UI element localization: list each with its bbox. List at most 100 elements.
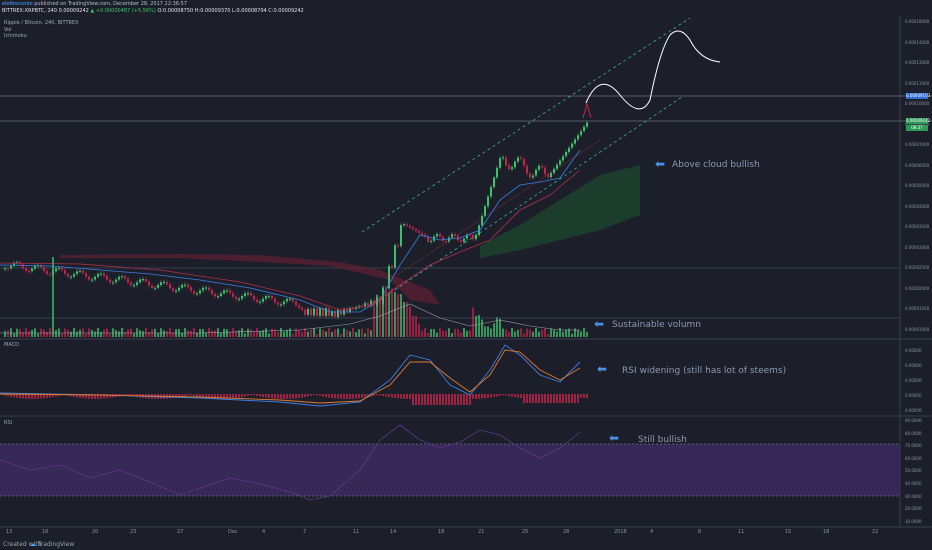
- candle-body: [172, 288, 174, 291]
- macd-bar: [349, 394, 351, 399]
- volume-bar: [505, 329, 507, 337]
- volume-bar: [481, 319, 483, 337]
- vol-legend[interactable]: Vol: [4, 27, 12, 33]
- volume-bar: [541, 329, 543, 337]
- volume-bar: [250, 329, 252, 337]
- volume-bar: [373, 301, 375, 337]
- macd-bar: [565, 394, 567, 403]
- volume-bar: [253, 332, 255, 337]
- candle-body: [268, 295, 270, 298]
- macd-bar: [97, 394, 99, 399]
- volume-bar: [382, 291, 384, 337]
- volume-bar: [193, 328, 195, 337]
- macd-bar: [496, 394, 498, 397]
- candle-body: [571, 143, 573, 148]
- candle-body: [49, 273, 51, 276]
- volume-bar: [241, 328, 243, 337]
- macd-bar: [82, 394, 84, 399]
- volume-bar: [334, 329, 336, 337]
- volume-bar: [85, 333, 87, 337]
- author-link[interactable]: elefeocondo: [2, 1, 33, 7]
- annotation-volume: Sustainable volumn: [612, 320, 701, 330]
- volume-bar: [25, 328, 27, 337]
- candle-body: [454, 234, 456, 236]
- macd-bar: [325, 394, 327, 398]
- volume-bar: [358, 329, 360, 337]
- rsi-legend[interactable]: RSI: [4, 420, 13, 426]
- macd-bar: [469, 394, 471, 405]
- macd-bar: [334, 394, 336, 399]
- macd-bar: [91, 394, 93, 399]
- volume-bar: [304, 328, 306, 337]
- volume-bar: [292, 333, 294, 337]
- candle-body: [535, 169, 537, 176]
- macd-bar: [181, 394, 183, 397]
- macd-bar: [109, 394, 111, 398]
- volume-bar: [532, 331, 534, 337]
- conversion-line: [0, 149, 581, 313]
- tradingview-link[interactable]: TradingView: [38, 541, 75, 548]
- candle-body: [46, 271, 48, 274]
- macd-bar: [34, 394, 36, 399]
- candle-body: [211, 290, 213, 294]
- macd-bar: [259, 394, 261, 397]
- macd-axis-label: 0.00000: [905, 378, 922, 383]
- macd-bar: [454, 394, 456, 405]
- macd-bar: [424, 394, 426, 405]
- macd-bar: [346, 394, 348, 399]
- macd-bar: [175, 394, 177, 398]
- footer: Created with ☁ TradingView: [0, 538, 932, 550]
- macd-bar: [256, 394, 258, 396]
- macd-bar: [448, 394, 450, 405]
- tradingview-logo-icon[interactable]: ☁: [30, 541, 36, 548]
- macd-bar: [208, 394, 210, 399]
- candle-body: [154, 287, 156, 289]
- channel-mid: [396, 139, 601, 276]
- time-axis-label: 28: [563, 529, 570, 535]
- candle-body: [301, 307, 303, 310]
- annotation-still-bullish: Still bullish: [638, 435, 687, 445]
- macd-legend[interactable]: MACD: [4, 342, 19, 348]
- candle-body: [91, 279, 93, 281]
- time-axis-label: 4: [262, 529, 266, 535]
- macd-bar: [73, 394, 75, 397]
- candle-body: [97, 273, 99, 277]
- candle-body: [82, 270, 84, 273]
- macd-bar: [253, 394, 255, 396]
- candle-body: [163, 281, 165, 284]
- volume-bar: [271, 328, 273, 337]
- ichimoku-legend[interactable]: Ichimoku: [4, 33, 27, 39]
- macd-bar: [310, 394, 312, 396]
- price-axis-label: 0.00013000: [905, 60, 930, 65]
- volume-bar: [295, 328, 297, 337]
- volume-bar: [553, 329, 555, 337]
- macd-bar: [172, 394, 174, 398]
- candle-body: [502, 157, 504, 159]
- time-axis-label: 8: [698, 529, 702, 535]
- candle-body: [559, 160, 561, 165]
- volume-bar: [526, 328, 528, 337]
- candle-body: [298, 305, 300, 308]
- macd-bar: [547, 394, 549, 403]
- volume-bar: [520, 328, 522, 337]
- volume-bar: [457, 329, 459, 337]
- macd-bar: [409, 394, 411, 399]
- volume-bar: [133, 333, 135, 337]
- candle-body: [7, 268, 9, 270]
- candle-body: [214, 293, 216, 297]
- candle-body: [64, 270, 66, 274]
- signal-line: [0, 349, 581, 404]
- macd-bar: [178, 394, 180, 398]
- macd-bar: [571, 394, 573, 403]
- macd-bar: [121, 394, 123, 396]
- candle-body: [508, 165, 510, 170]
- rsi-axis-label: 30.0000: [905, 493, 922, 499]
- candle-body: [403, 224, 405, 226]
- candle-body: [511, 167, 513, 170]
- candle-body: [292, 298, 294, 302]
- volume-bar: [112, 328, 114, 337]
- volume-bar: [331, 331, 333, 337]
- macd-bar: [430, 394, 432, 405]
- candle-body: [460, 240, 462, 242]
